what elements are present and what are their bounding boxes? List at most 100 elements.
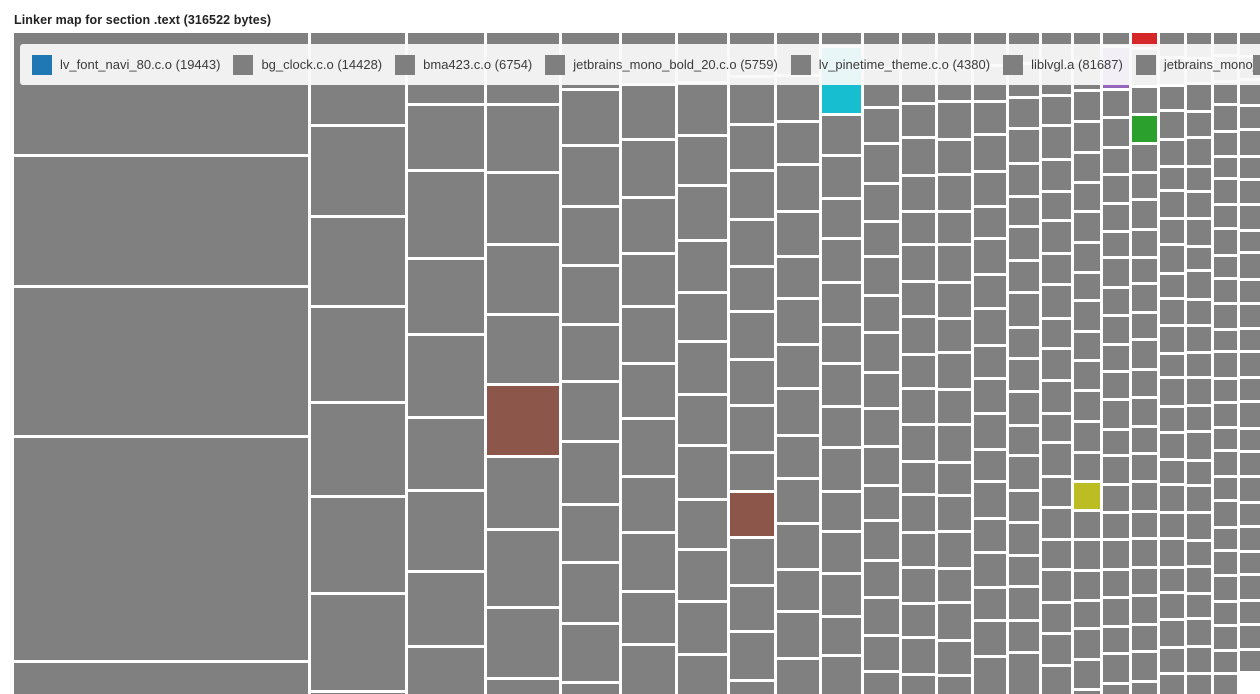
treemap-block[interactable]: [1214, 353, 1237, 377]
treemap-block[interactable]: [1074, 333, 1100, 359]
treemap-block[interactable]: [822, 116, 861, 154]
treemap-block[interactable]: [487, 246, 559, 313]
treemap-block[interactable]: [622, 255, 675, 305]
treemap-block[interactable]: [408, 573, 484, 645]
treemap-block[interactable]: [730, 493, 774, 536]
treemap-block[interactable]: [938, 464, 971, 494]
treemap-block[interactable]: [822, 449, 861, 490]
treemap-block[interactable]: [487, 680, 559, 694]
treemap-block[interactable]: [1160, 514, 1184, 537]
treemap-block[interactable]: [1160, 486, 1184, 511]
treemap-block[interactable]: [562, 443, 619, 503]
treemap-block[interactable]: [1132, 371, 1157, 396]
treemap-block[interactable]: [1074, 184, 1100, 210]
treemap-block[interactable]: [1160, 649, 1184, 672]
treemap-block[interactable]: [730, 539, 774, 584]
treemap-block[interactable]: [902, 426, 935, 460]
treemap-block[interactable]: [974, 103, 1006, 133]
treemap-block[interactable]: [777, 346, 819, 387]
treemap-block[interactable]: [864, 673, 899, 694]
treemap-block[interactable]: [1187, 113, 1211, 136]
treemap-block[interactable]: [1132, 569, 1157, 594]
treemap-block[interactable]: [678, 187, 727, 239]
treemap-block[interactable]: [822, 240, 861, 281]
treemap-block[interactable]: [1103, 91, 1129, 116]
treemap-block[interactable]: [1214, 502, 1237, 526]
treemap-block[interactable]: [1187, 568, 1211, 592]
treemap-block[interactable]: [1132, 513, 1157, 537]
treemap-block[interactable]: [938, 604, 971, 639]
treemap-block[interactable]: [1042, 97, 1071, 124]
treemap-block[interactable]: [1132, 201, 1157, 228]
treemap-block[interactable]: [1042, 222, 1071, 252]
treemap-block[interactable]: [1160, 408, 1184, 431]
treemap-block[interactable]: [1042, 193, 1071, 219]
treemap-block[interactable]: [1103, 541, 1129, 568]
treemap-block[interactable]: [1240, 403, 1260, 427]
treemap-block[interactable]: [902, 139, 935, 174]
treemap-block[interactable]: [1187, 462, 1211, 484]
treemap-block[interactable]: [974, 240, 1006, 273]
treemap-block[interactable]: [1103, 655, 1129, 682]
treemap-block[interactable]: [1160, 275, 1184, 297]
treemap-block[interactable]: [822, 200, 861, 237]
treemap-block[interactable]: [974, 622, 1006, 655]
treemap-block[interactable]: [1240, 158, 1260, 178]
treemap-block[interactable]: [1160, 434, 1184, 458]
treemap-block[interactable]: [974, 276, 1006, 307]
treemap-block[interactable]: [678, 137, 727, 184]
treemap-block[interactable]: [1103, 373, 1129, 398]
treemap-block[interactable]: [1214, 280, 1237, 302]
treemap-block[interactable]: [562, 147, 619, 205]
treemap-block[interactable]: [902, 676, 935, 694]
treemap-block[interactable]: [974, 554, 1006, 586]
treemap-block[interactable]: [938, 497, 971, 530]
treemap-block[interactable]: [938, 533, 971, 567]
treemap-block[interactable]: [974, 208, 1006, 237]
treemap-block[interactable]: [1042, 478, 1071, 506]
treemap-block[interactable]: [1160, 327, 1184, 352]
treemap-block[interactable]: [562, 564, 619, 622]
treemap-block[interactable]: [777, 660, 819, 694]
treemap-block[interactable]: [1187, 301, 1211, 324]
treemap-block[interactable]: [822, 284, 861, 323]
treemap-block[interactable]: [902, 605, 935, 636]
treemap-block[interactable]: [1160, 87, 1184, 109]
treemap-block[interactable]: [1074, 423, 1100, 451]
treemap-block[interactable]: [1042, 382, 1071, 412]
treemap-block[interactable]: [622, 534, 675, 590]
treemap-block[interactable]: [1042, 635, 1071, 664]
treemap-block[interactable]: [1042, 604, 1071, 632]
treemap-block[interactable]: [622, 420, 675, 475]
treemap-block[interactable]: [864, 334, 899, 371]
treemap-block[interactable]: [1187, 514, 1211, 539]
treemap-block[interactable]: [864, 185, 899, 220]
treemap-block[interactable]: [622, 478, 675, 531]
treemap-block[interactable]: [1103, 259, 1129, 286]
treemap-block[interactable]: [777, 525, 819, 568]
treemap-block[interactable]: [864, 410, 899, 445]
treemap-block[interactable]: [902, 213, 935, 243]
treemap-block[interactable]: [938, 141, 971, 173]
treemap-block[interactable]: [678, 603, 727, 653]
treemap-block[interactable]: [1214, 404, 1237, 426]
treemap-block[interactable]: [1009, 427, 1039, 454]
treemap-block[interactable]: [1042, 161, 1071, 190]
treemap-block[interactable]: [1187, 272, 1211, 298]
treemap-block[interactable]: [622, 593, 675, 643]
treemap-block[interactable]: [974, 658, 1006, 694]
treemap-block[interactable]: [408, 419, 484, 489]
treemap-block[interactable]: [1042, 127, 1071, 158]
treemap-block[interactable]: [1074, 362, 1100, 389]
treemap-block[interactable]: [1103, 571, 1129, 596]
treemap-block[interactable]: [408, 106, 484, 169]
treemap-block[interactable]: [1103, 317, 1129, 343]
treemap-block[interactable]: [14, 288, 308, 435]
treemap-block[interactable]: [1042, 286, 1071, 317]
treemap-block[interactable]: [1160, 220, 1184, 243]
treemap-block[interactable]: [678, 551, 727, 600]
treemap-block[interactable]: [974, 173, 1006, 205]
treemap-block[interactable]: [864, 637, 899, 670]
treemap-block[interactable]: [1187, 248, 1211, 269]
treemap-block[interactable]: [1214, 380, 1237, 401]
